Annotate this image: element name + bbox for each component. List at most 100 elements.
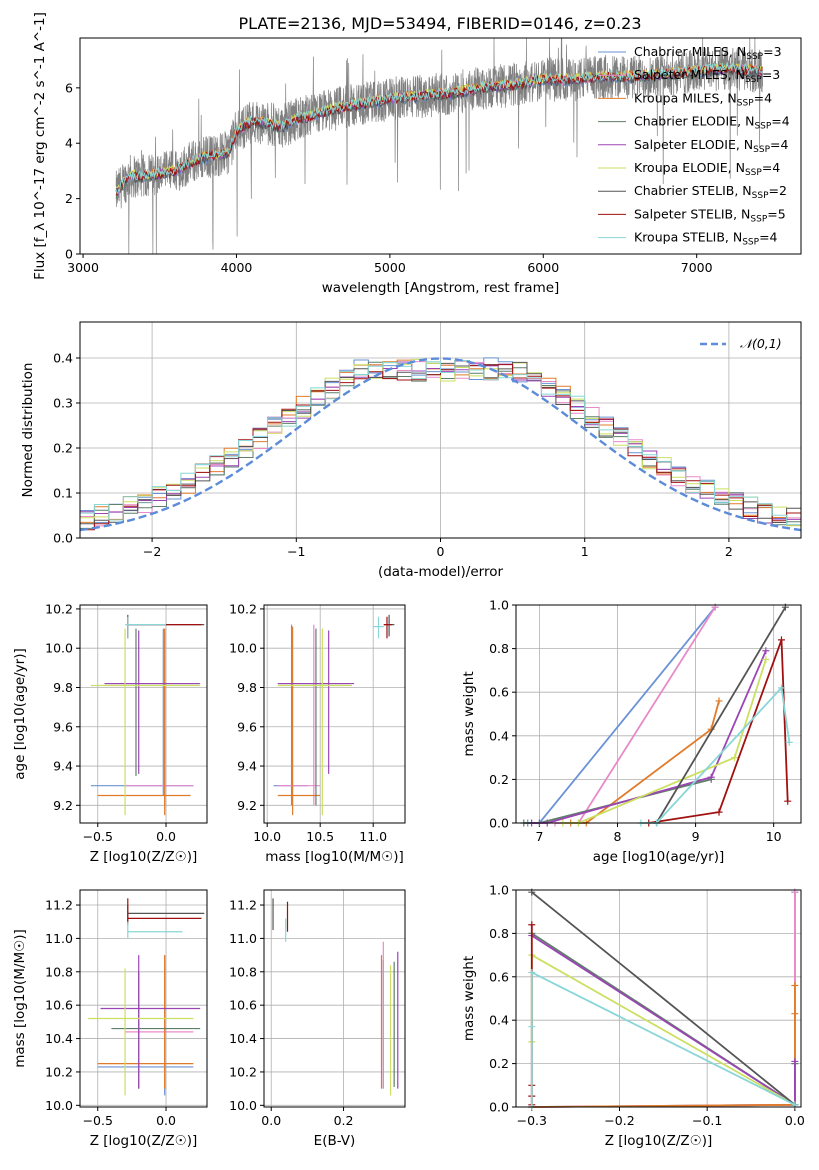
x-axis-label: (data-model)/error xyxy=(378,564,504,580)
plot-area xyxy=(90,614,205,816)
y-tick-label: 0.8 xyxy=(489,641,509,656)
y-tick-label: 9.4 xyxy=(53,759,73,774)
x-tick-label: 0.0 xyxy=(156,1113,176,1128)
x-tick-label: −2 xyxy=(143,544,161,559)
axes-frame xyxy=(515,604,802,824)
legend-label-7: Salpeter STELIB, NSSP=5 xyxy=(634,206,786,224)
y-axis-label: mass weight xyxy=(461,956,477,1041)
plot-area xyxy=(79,357,802,538)
x-tick-label: 9 xyxy=(692,829,700,844)
y-tick-label: 0.4 xyxy=(489,728,509,743)
x-tick-label: −1 xyxy=(287,544,305,559)
plot-area xyxy=(520,603,793,827)
weight-line-8 xyxy=(640,685,791,824)
x-axis-label: age [log10(age/yr)] xyxy=(593,849,725,865)
weight-line-7 xyxy=(648,639,789,824)
y-tick-label: 10.8 xyxy=(229,964,257,979)
axes-frame xyxy=(515,889,802,1108)
weight-line-8 xyxy=(530,971,796,1107)
x-tick-label: 1 xyxy=(581,544,589,559)
x-tick-label: 3000 xyxy=(67,260,99,275)
weight-line-1 xyxy=(555,606,716,824)
y-tick-label: 10.2 xyxy=(45,1064,73,1079)
y-tick-label: 11.0 xyxy=(45,931,73,946)
y-tick-label: 10.2 xyxy=(229,1064,257,1079)
x-tick-label: 0.0 xyxy=(156,829,176,844)
legend: 𝒩(0,1) xyxy=(700,336,782,351)
legend-label-5: Kroupa ELODIE, NSSP=4 xyxy=(634,160,780,178)
axes-frame xyxy=(79,604,208,824)
panel-mass_vs_Z: −0.5 0.0 10.0 10.2 10.4 10.6 10.8 11.0 11.2 Z [lo… xyxy=(12,889,208,1149)
y-tick-label: 6 xyxy=(65,80,73,95)
weight-marker xyxy=(777,684,785,692)
x-tick-label: 4000 xyxy=(221,260,253,275)
weight-line-6 xyxy=(531,891,796,1106)
weight-marker xyxy=(528,1023,536,1031)
axes-frame xyxy=(79,321,802,539)
y-tick-label: 9.2 xyxy=(237,798,257,813)
y-tick-label: 0.2 xyxy=(489,1056,509,1071)
plot-area xyxy=(115,38,763,254)
weight-marker xyxy=(777,636,785,644)
y-tick-label: 1.0 xyxy=(489,598,509,613)
y-axis-label: Normed distribution xyxy=(20,363,36,498)
weight-marker xyxy=(707,773,715,781)
y-tick-label: 0.8 xyxy=(489,926,509,941)
figure-title: PLATE=2136, MJD=53494, FIBERID=0146, z=0… xyxy=(238,14,641,33)
weight-line-5 xyxy=(530,953,796,1106)
axes-frame xyxy=(263,604,406,824)
weight-marker xyxy=(791,1010,799,1018)
normal-curve xyxy=(79,357,802,532)
x-tick-label: 11.0 xyxy=(359,829,387,844)
histogram-7 xyxy=(79,360,801,538)
weight-marker xyxy=(785,738,793,746)
panels: 3000 4000 5000 6000 7000 0 2 4 6 wavelength [Angs… xyxy=(12,12,805,1149)
weight-marker xyxy=(791,981,799,989)
y-tick-label: 11.2 xyxy=(229,898,257,913)
x-tick-label: 7 xyxy=(535,829,543,844)
plot-area xyxy=(528,888,799,1111)
y-tick-label: 10.4 xyxy=(229,1031,257,1046)
weight-marker xyxy=(528,968,536,976)
legend-label-2: Kroupa MILES, NSSP=4 xyxy=(634,90,772,108)
y-tick-label: 11.2 xyxy=(45,898,73,913)
y-tick-label: 4 xyxy=(65,136,73,151)
y-axis-label: age [log10(age/yr)] xyxy=(12,648,28,780)
legend-label-8: Kroupa STELIB, NSSP=4 xyxy=(634,230,778,248)
y-axis-label: Flux [f_λ 10^-17 erg cm^-2 s^-1 A^-1] xyxy=(32,12,48,280)
y-tick-label: 10.0 xyxy=(229,1098,257,1113)
panel-residuals: −2 −1 0 1 2 0.0 0.1 0.2 0.3 0.4 (data-model)/error… xyxy=(20,321,802,580)
x-tick-label: −0.1 xyxy=(692,1113,722,1128)
x-tick-label: 0 xyxy=(437,544,445,559)
weight-line-4 xyxy=(531,650,767,824)
legend-label-1: Salpeter MILES, NSSP=3 xyxy=(634,67,780,85)
y-tick-label: 9.6 xyxy=(53,719,73,734)
x-tick-label: 10 xyxy=(766,829,782,844)
y-tick-label: 10.2 xyxy=(229,601,257,616)
x-tick-label: 0.0 xyxy=(261,1113,281,1128)
x-tick-label: 10.0 xyxy=(253,829,281,844)
y-tick-label: 0.6 xyxy=(489,685,509,700)
y-tick-label: 10.6 xyxy=(45,998,73,1013)
weight-marker xyxy=(791,1057,799,1065)
weight-marker xyxy=(731,754,739,762)
weight-marker xyxy=(784,797,792,805)
x-tick-label: 2 xyxy=(725,544,733,559)
x-tick-label: −0.5 xyxy=(83,829,113,844)
y-tick-label: 10.0 xyxy=(45,641,73,656)
panel-age_vs_mass: 10.0 10.5 11.0 9.2 9.4 9.6 9.8 10.0 10.2 mass [lo… xyxy=(229,601,406,865)
model-spectrum-8 xyxy=(115,61,763,195)
plot-area xyxy=(273,614,395,816)
axes-frame xyxy=(79,889,208,1108)
y-tick-label: 0.2 xyxy=(489,772,509,787)
y-tick-label: 0.1 xyxy=(53,486,73,501)
y-tick-label: 0.0 xyxy=(489,816,509,831)
weight-line-2 xyxy=(531,985,796,1108)
legend-label-6: Chabrier STELIB, NSSP=2 xyxy=(634,183,787,201)
x-tick-label: 5000 xyxy=(374,260,406,275)
x-axis-label: Z [log10(Z/Z☉)] xyxy=(605,1133,713,1149)
y-tick-label: 1.0 xyxy=(489,883,509,898)
y-tick-label: 11.0 xyxy=(229,931,257,946)
y-tick-label: 9.8 xyxy=(53,680,73,695)
y-tick-label: 9.6 xyxy=(237,719,257,734)
